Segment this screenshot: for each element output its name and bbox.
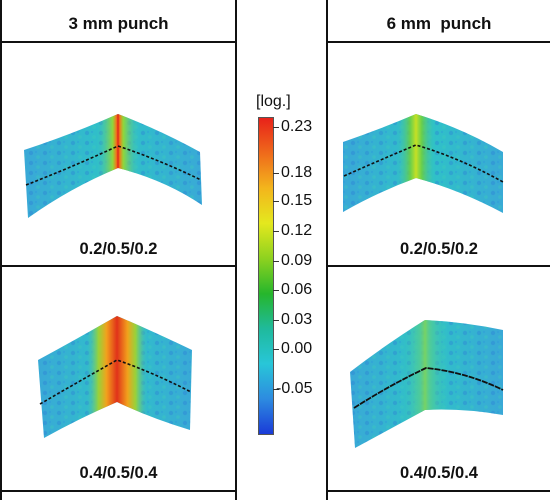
caption-6mm-thin: 0.2/0.5/0.2 xyxy=(400,240,478,258)
colorbar-tick-mark xyxy=(273,320,279,321)
colorbar-tick-label: 0.23 xyxy=(281,118,313,135)
colorbar-tick-mark xyxy=(273,127,279,128)
right-column-frame xyxy=(326,0,550,500)
colorbar-tick-label: 0.06 xyxy=(281,281,313,298)
colorbar-tick-label: 0.03 xyxy=(281,311,313,328)
caption-3mm-thin: 0.2/0.5/0.2 xyxy=(79,240,158,258)
right-title-divider xyxy=(326,41,550,43)
centerline-3mm-thick xyxy=(39,359,192,405)
centerline-3mm-thin xyxy=(25,145,202,186)
colorbar-tick-label: -0.05 xyxy=(276,380,313,397)
colorbar xyxy=(258,117,274,435)
left-title-divider xyxy=(0,41,237,43)
right-middle-divider xyxy=(326,265,550,267)
left-column-frame xyxy=(0,0,237,500)
strain-map-6mm-thick xyxy=(350,320,503,448)
colorbar-tick-mark xyxy=(273,290,279,291)
colorbar-tick-mark xyxy=(273,349,279,350)
colorbar-unit: [log.] xyxy=(256,93,291,110)
caption-6mm-thick: 0.4/0.5/0.4 xyxy=(400,464,478,482)
strain-map-3mm-thick xyxy=(38,316,192,438)
column-title-3mm: 3 mm punch xyxy=(68,14,169,33)
centerline-6mm-thick xyxy=(353,367,504,409)
colorbar-tick-mark xyxy=(273,261,279,262)
colorbar-tick-label: 0.09 xyxy=(281,252,313,269)
colorbar-tick-label: 0.00 xyxy=(281,340,313,357)
colorbar-tick-mark xyxy=(273,389,279,390)
centerline-6mm-thin xyxy=(343,144,504,183)
column-title-6mm: 6 mm punch xyxy=(386,14,492,33)
colorbar-tick-label: 0.18 xyxy=(281,164,313,181)
colorbar-tick-label: 0.12 xyxy=(281,222,313,239)
colorbar-tick-mark xyxy=(273,231,279,232)
left-bottom-divider xyxy=(0,490,237,492)
caption-3mm-thick: 0.4/0.5/0.4 xyxy=(79,464,158,482)
left-middle-divider xyxy=(0,265,237,267)
right-bottom-divider xyxy=(326,490,550,492)
colorbar-tick-label: 0.15 xyxy=(281,192,313,209)
strain-map-6mm-thin xyxy=(343,114,503,213)
colorbar-tick-mark xyxy=(273,201,279,202)
colorbar-tick-mark xyxy=(273,173,279,174)
strain-map-3mm-thin xyxy=(24,114,202,218)
